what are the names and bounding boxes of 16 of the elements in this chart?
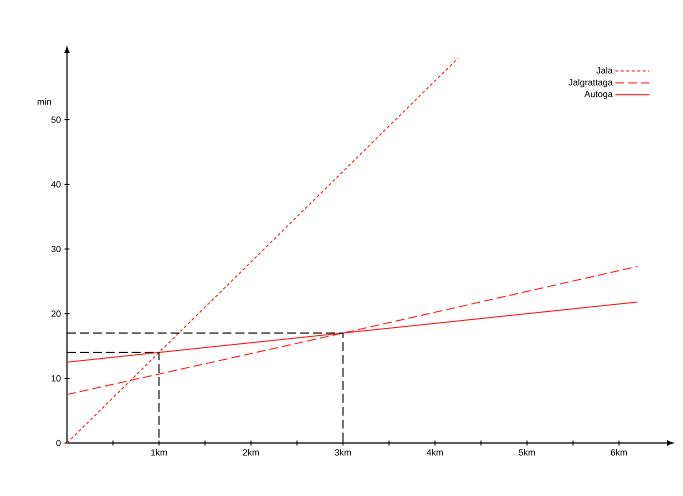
y-tick-label: 50 xyxy=(51,116,61,123)
y-axis-title: min xyxy=(38,98,51,105)
legend-label: Jala xyxy=(596,66,613,74)
y-tick-label: 20 xyxy=(51,310,61,317)
y-tick-label: 10 xyxy=(52,375,61,382)
x-tick-label: 5km xyxy=(518,449,535,456)
legend-label: Autoga xyxy=(584,90,613,99)
legend-label: Jalgrattaga xyxy=(568,78,613,88)
x-tick-label: 4km xyxy=(426,449,443,456)
x-tick-label: 6km xyxy=(610,449,627,456)
y-tick-label: 0 xyxy=(56,440,61,446)
x-tick-label: 2km xyxy=(242,449,259,456)
x-tick-label: 3km xyxy=(334,449,351,456)
y-tick-label: 40 xyxy=(51,181,61,188)
x-tick-label: 1km xyxy=(151,449,167,456)
y-tick-label: 30 xyxy=(51,246,61,252)
